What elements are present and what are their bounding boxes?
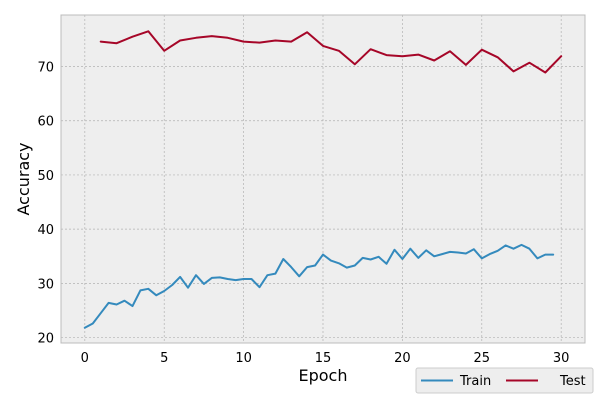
x-tick-label: 5 xyxy=(160,351,168,366)
legend-box xyxy=(415,367,594,394)
legend: Train Test xyxy=(415,367,594,394)
grid-lines xyxy=(61,15,585,343)
x-tick-label: 25 xyxy=(474,351,491,366)
y-axis-title: Accuracy xyxy=(14,142,33,215)
x-tick-label: 30 xyxy=(553,351,570,366)
series-line-test xyxy=(99,30,563,74)
legend-label-train: Train xyxy=(459,374,491,389)
x-tick-label: 20 xyxy=(394,351,411,366)
y-tick-labels: 20 30 40 50 60 70 xyxy=(37,61,54,347)
x-axis-title: Epoch xyxy=(299,366,348,385)
x-tick-label: 10 xyxy=(235,351,252,366)
y-tick-label: 40 xyxy=(37,223,54,238)
series-line-train xyxy=(83,243,555,329)
x-tick-label: 15 xyxy=(315,351,332,366)
y-tick-label: 20 xyxy=(37,332,54,347)
y-tick-label: 70 xyxy=(37,61,54,76)
x-tick-labels: 0 5 10 15 20 25 30 xyxy=(81,351,570,366)
x-tick-label: 0 xyxy=(81,351,89,366)
y-tick-label: 50 xyxy=(37,169,54,184)
plot-frame xyxy=(60,14,586,344)
legend-label-test: Test xyxy=(559,374,586,389)
y-tick-label: 30 xyxy=(37,277,54,292)
y-tick-label: 60 xyxy=(37,115,54,130)
series-lines xyxy=(83,30,563,329)
